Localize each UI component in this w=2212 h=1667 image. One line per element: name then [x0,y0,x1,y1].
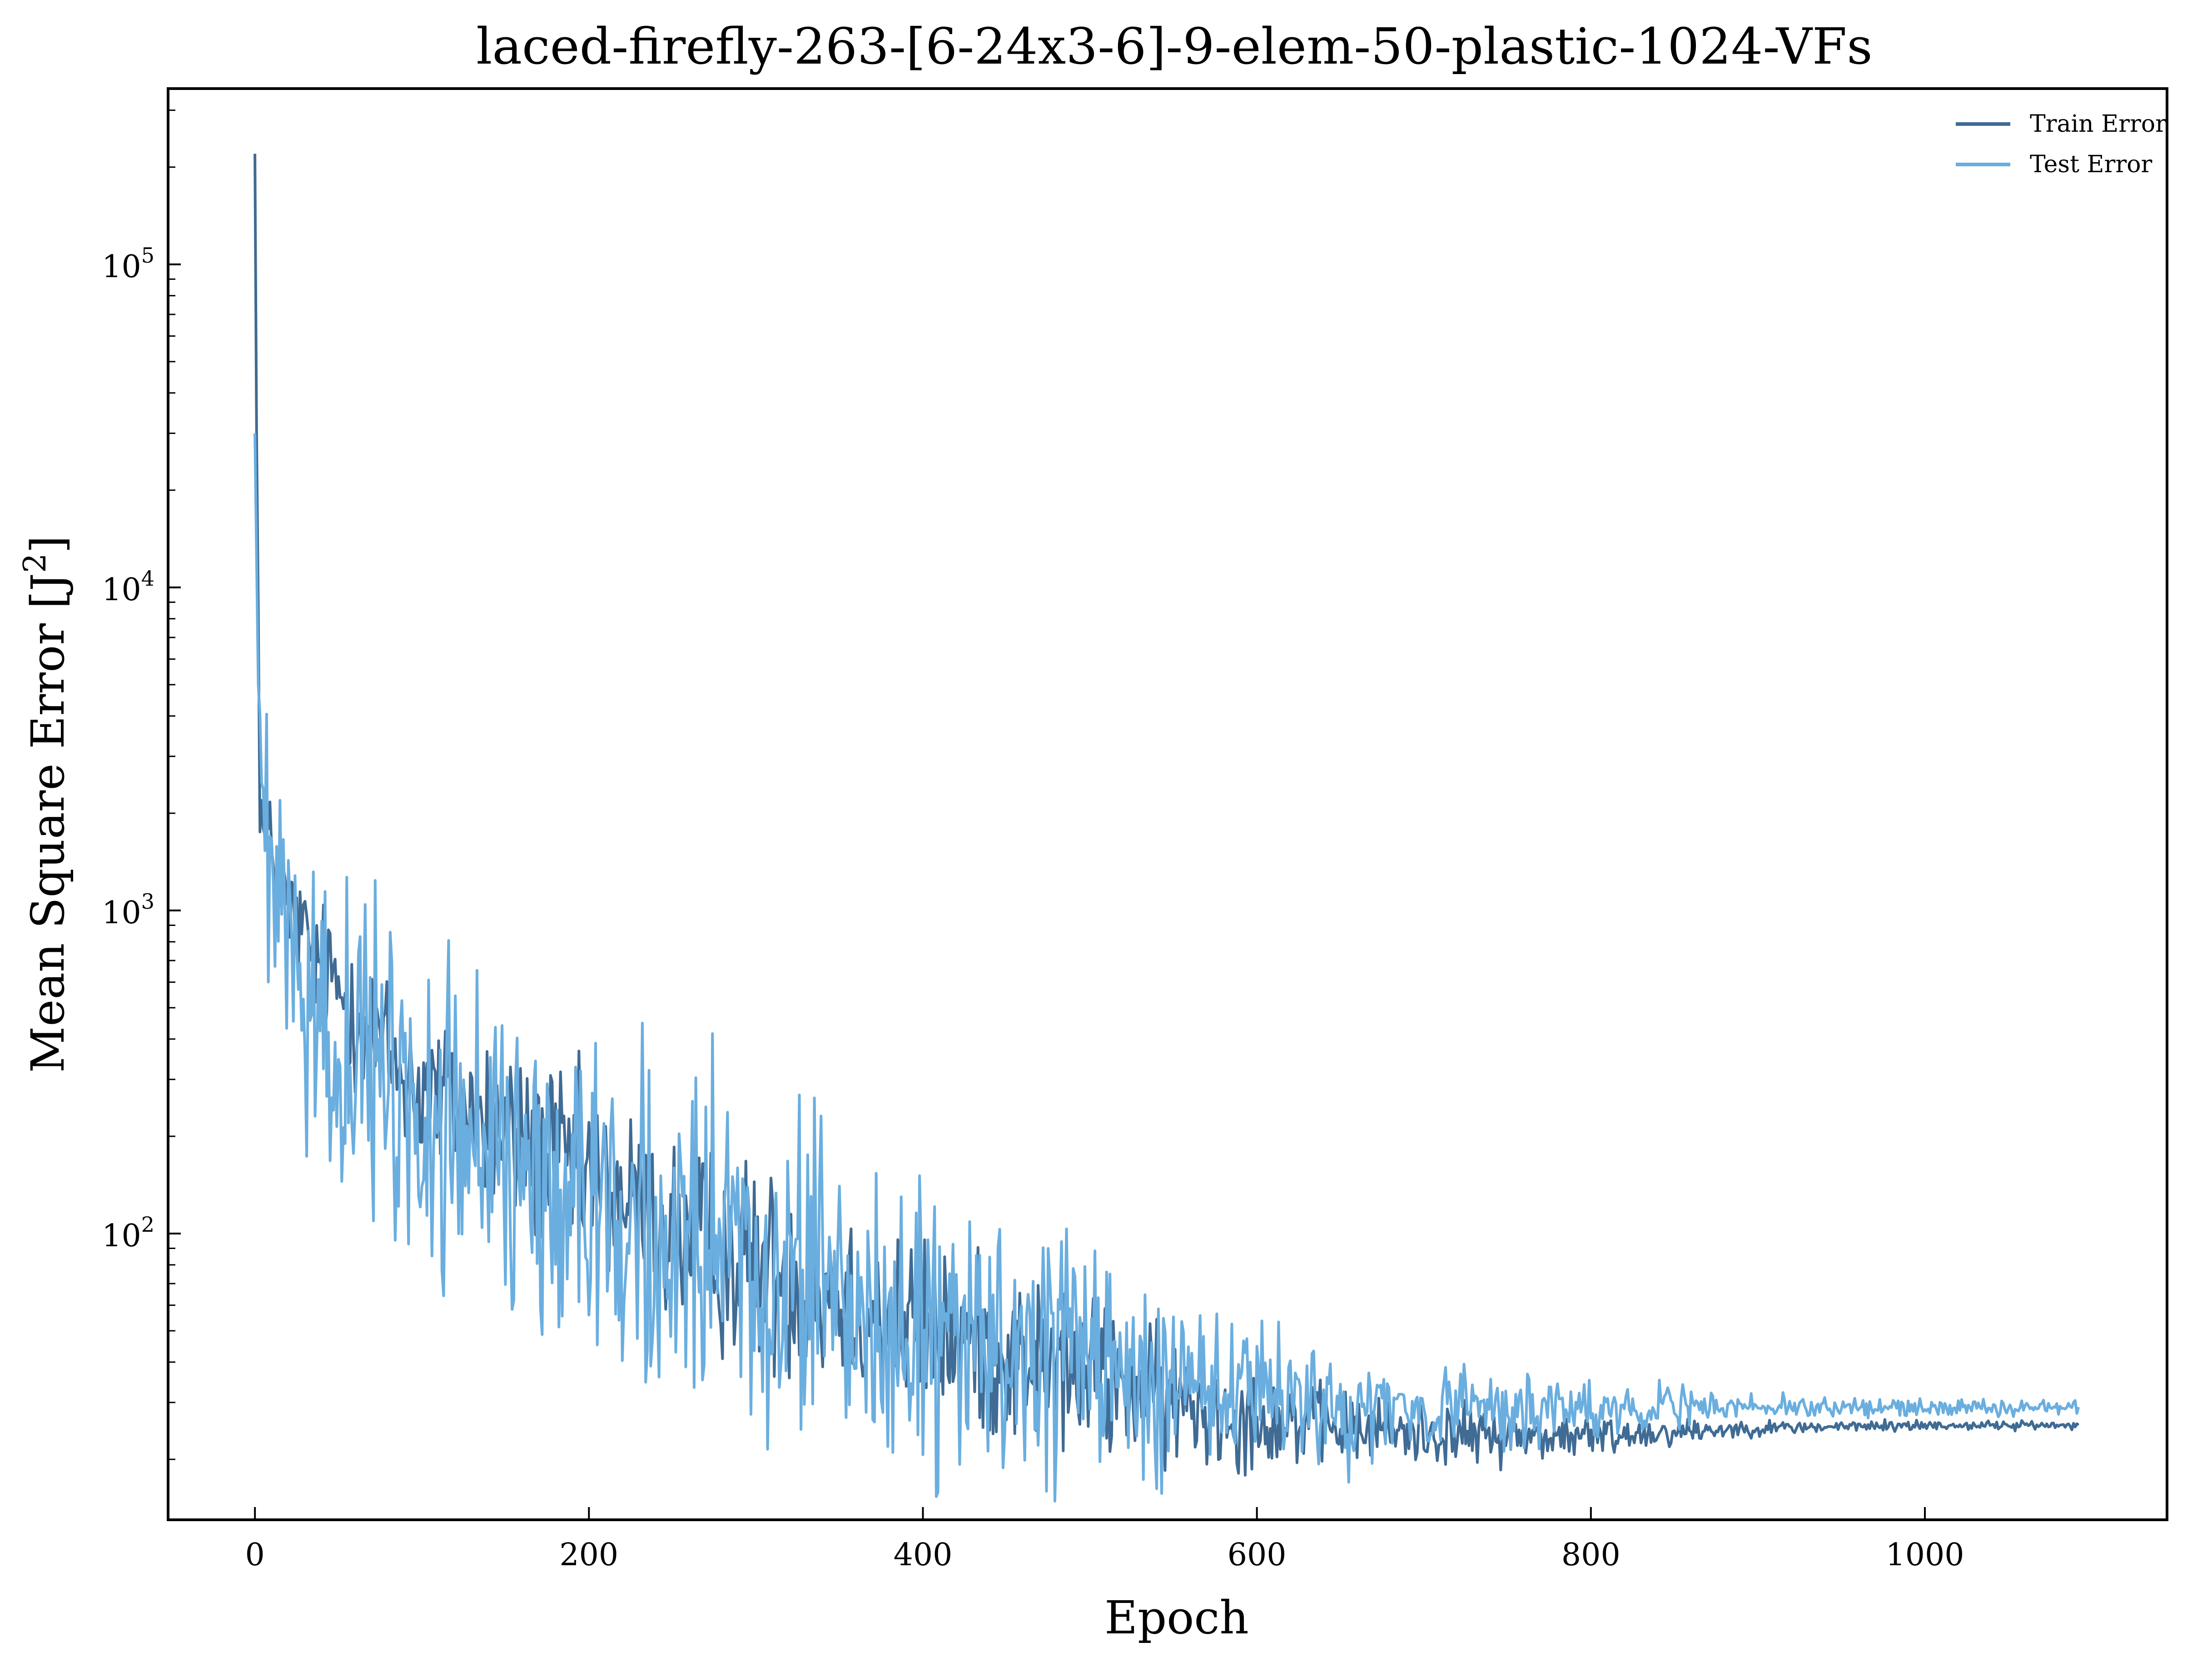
y-axis-label-main: Mean Square Error [J [21,573,75,1073]
plot-area [254,154,2080,1503]
y-tick-label: 102 [102,1212,154,1254]
y-tick-label: 105 [102,243,154,285]
y-tick-label: 103 [102,889,154,931]
x-tick-label: 600 [1228,1537,1287,1573]
y-axis-label-exponent: 2 [17,553,53,573]
legend-label-train: Train Error [2030,110,2167,138]
x-tick-label: 1000 [1885,1537,1964,1573]
series-layer [254,154,2080,1503]
plot-frame [167,87,2168,1521]
chart-title: laced-firefly-263-[6-24x3-6]-9-elem-50-p… [476,17,1872,75]
x-axis-label: Epoch [1104,1591,1249,1644]
legend-label-test: Test Error [2030,151,2152,178]
legend: Train Error Test Error [1956,110,2167,178]
x-tick-label: 0 [245,1537,265,1573]
ticks-layer: 0 200 400 600 800 1000 102 103 104 105 [102,109,1964,1573]
x-tick-label: 800 [1561,1537,1620,1573]
y-axis-label-close: ] [21,536,75,553]
series-line-test-error [254,433,2080,1503]
x-tick-label: 200 [559,1537,618,1573]
x-tick-label: 400 [894,1537,953,1573]
y-axis-label: Mean Square Error [J2] [17,536,75,1073]
y-tick-label: 104 [102,566,154,608]
